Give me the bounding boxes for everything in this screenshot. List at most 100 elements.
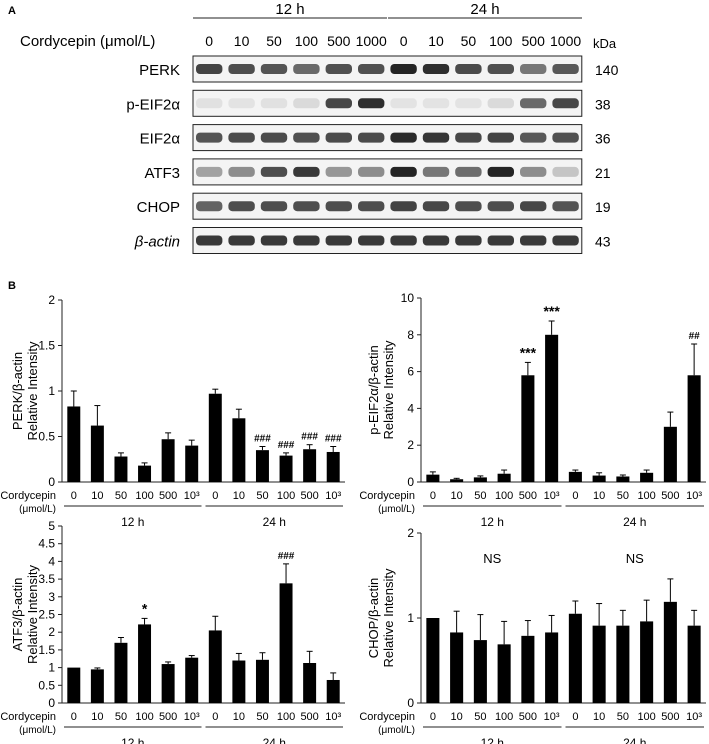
y-tick-label: 1.5 [38,339,55,353]
x-tick-label: 10 [593,711,605,723]
x-tick-label: 50 [617,490,629,502]
dose-label: 1000 [356,33,387,49]
treatment-label: Cordycepin [0,711,56,723]
x-tick-label: 500 [661,711,679,723]
bar [497,473,511,482]
blot-band [196,132,223,143]
significance-label: *** [543,303,560,319]
x-tick-label: 500 [519,490,537,502]
significance-label: ### [301,432,318,443]
blot-band [520,98,547,109]
blot-row: PERK 140 [139,55,619,83]
x-tick-label: 10 [233,490,245,502]
blot-band [196,166,223,177]
x-tick-label: 0 [71,711,77,723]
blot-band [325,132,352,143]
blot-band [552,166,579,177]
blot-band [293,201,320,212]
x-tick-label: 50 [474,490,486,502]
blot-band [455,166,482,177]
y-tick-label: 0.5 [38,678,55,692]
x-tick-label: 50 [115,490,127,502]
group-label: 12 h [481,736,504,744]
x-tick-label: 100 [135,490,153,502]
blot-band [325,98,352,109]
bar [568,471,582,482]
blot-band [390,64,417,74]
bar [185,445,199,482]
y-tick-label: 0 [48,475,55,489]
blot-band [390,98,417,109]
blot-band [520,132,547,143]
significance-label: ## [689,331,701,342]
bar [663,601,677,703]
bar [426,474,440,482]
y-tick-label: 5 [48,519,55,533]
blot-band [520,166,547,177]
bar [114,456,128,482]
ns-label: NS [626,551,644,566]
y-tick-label: 8 [407,328,414,342]
blot-band [487,201,514,212]
blot-band [422,98,450,109]
y-axis-title: Relative Intensity [381,340,396,439]
blot-band [487,64,514,74]
group-label: 24 h [623,736,646,744]
bar [303,449,317,482]
bar [67,406,81,482]
x-tick-label: 10³ [184,711,200,723]
bar [90,669,104,703]
blot-band [228,64,255,74]
significance-label: ### [325,434,342,445]
blot-band [358,98,385,109]
group-label: 12 h [121,736,144,744]
x-tick-label: 50 [474,711,486,723]
kda-value: 19 [595,199,611,215]
blot-label: ATF3 [144,165,180,182]
y-tick-label: 0 [48,696,55,710]
blot-frame [192,124,583,152]
blot-frame [192,192,583,220]
x-tick-label: 0 [572,490,578,502]
treatment-label: Cordycepin [359,490,415,502]
blot-band [520,201,547,212]
panel-a-label: A [8,5,16,17]
x-tick-label: 100 [637,490,655,502]
blot-band [260,132,288,143]
x-tick-label: 500 [519,711,537,723]
x-tick-label: 500 [159,490,177,502]
x-tick-label: 10 [91,490,103,502]
blot-band [552,64,579,74]
blot-band [293,132,320,143]
bar [161,439,175,482]
blot-frame [192,89,583,117]
bar [161,664,175,703]
group-label: 12 h [481,515,504,529]
blot-row: EIF2α 36 [140,124,611,152]
dose-label: 50 [461,33,477,49]
bar [592,475,606,482]
y-tick-label: 3 [48,590,55,604]
blot-band [487,235,514,246]
y-tick-label: 4.5 [38,537,55,551]
kda-unit-label: kDa [593,36,617,51]
x-tick-label: 0 [212,490,218,502]
y-tick-label: 1.5 [38,643,55,657]
group-label: 24 h [623,515,646,529]
bar [67,667,81,703]
bar [208,393,222,482]
bar [90,425,104,482]
y-tick-label: 10 [401,291,415,305]
blot-band [325,166,352,177]
unit-label: (μmol/L) [378,504,415,515]
x-tick-label: 50 [617,711,629,723]
blot-band [358,201,385,212]
blot-band [552,235,579,246]
x-tick-label: 10³ [686,490,702,502]
y-tick-label: 4 [48,554,55,568]
kda-value: 21 [595,165,611,181]
bar [545,632,559,703]
bar [138,465,152,482]
bar [640,472,654,482]
y-tick-label: 0 [407,475,414,489]
